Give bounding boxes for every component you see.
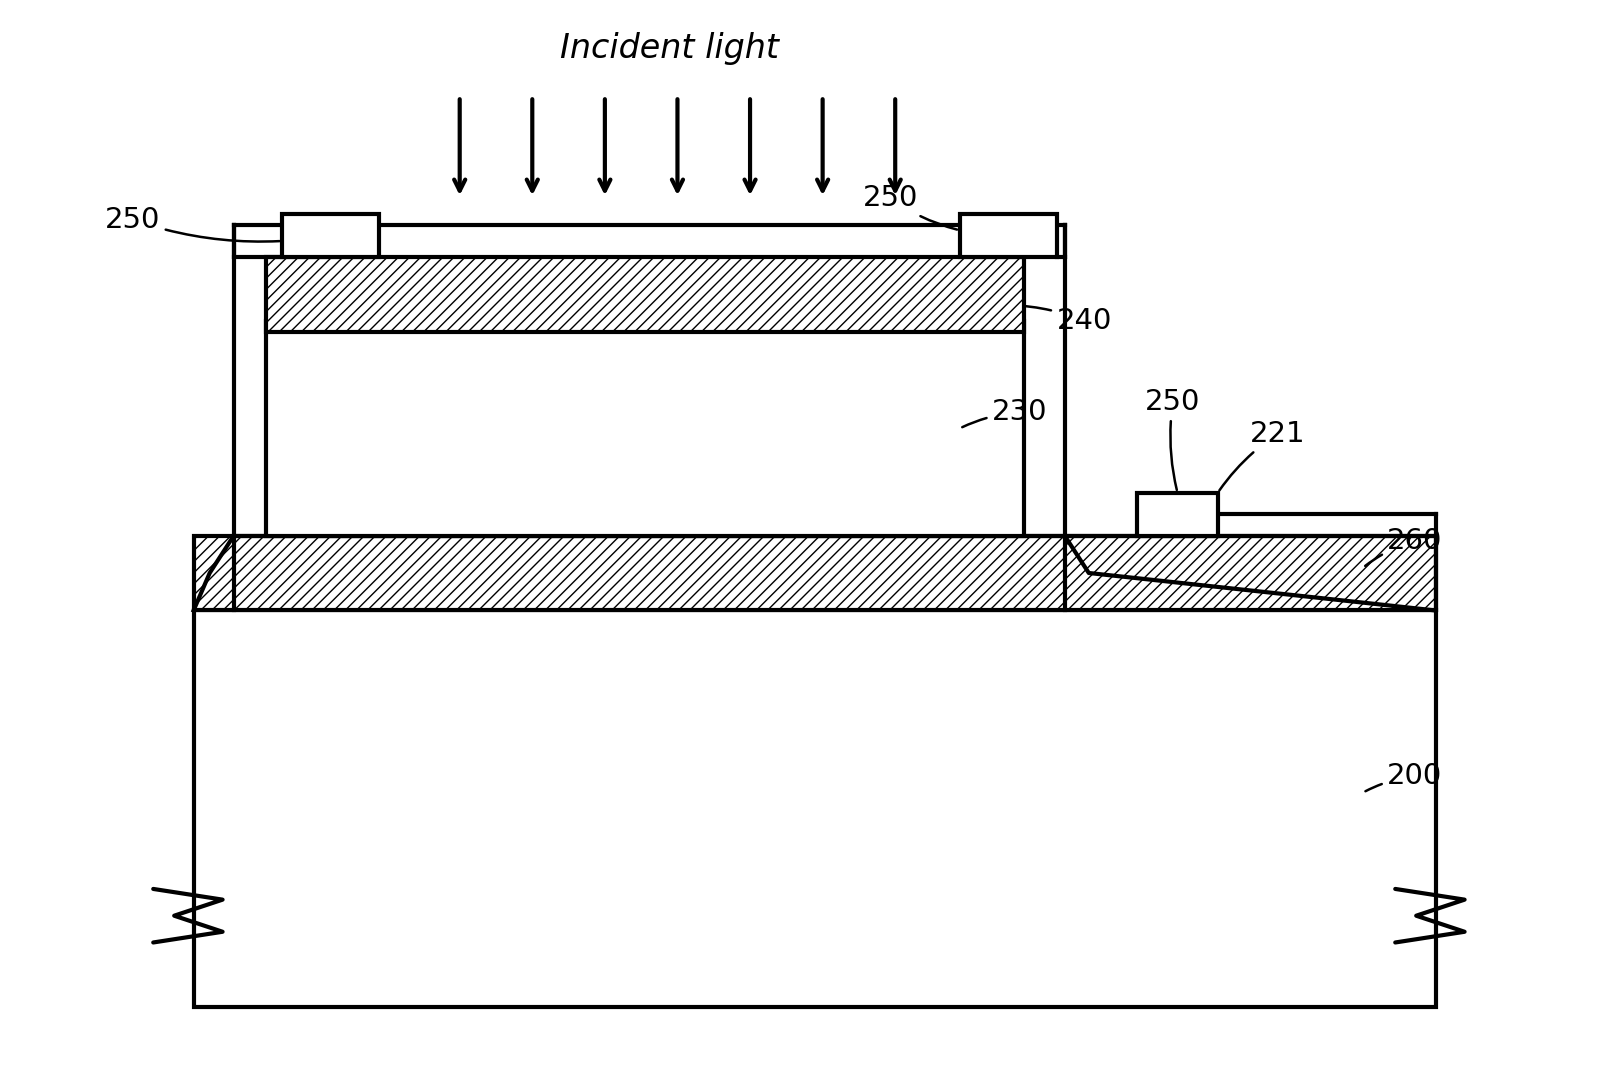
Bar [960,214,1057,257]
Text: 230: 230 [963,398,1047,427]
Text: Incident light: Incident light [560,32,779,64]
Bar [282,214,379,257]
Text: 200: 200 [1366,763,1442,791]
Bar [194,536,1436,610]
Bar [1137,493,1218,536]
Text: 250: 250 [1145,388,1200,489]
Text: 250: 250 [863,184,957,229]
Bar [194,610,1436,1007]
Text: 260: 260 [1365,527,1442,565]
Text: 221: 221 [1219,420,1305,491]
Bar [266,257,1024,332]
Bar [266,321,1024,536]
Text: 240: 240 [1011,305,1111,335]
Text: 250: 250 [105,206,279,242]
